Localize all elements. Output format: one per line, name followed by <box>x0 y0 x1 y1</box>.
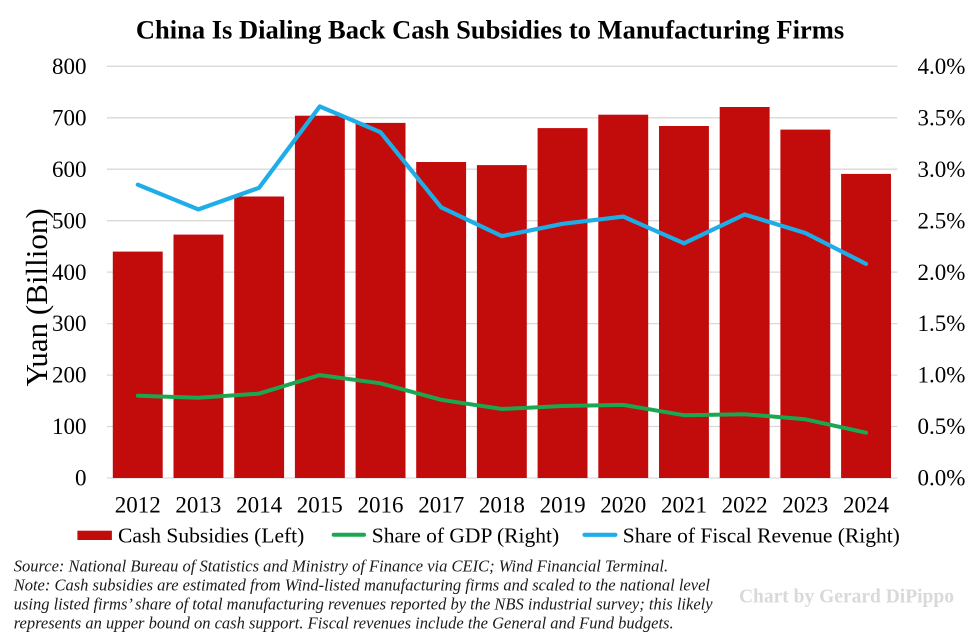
svg-text:2014: 2014 <box>236 492 283 517</box>
svg-text:0.0%: 0.0% <box>918 466 966 491</box>
svg-text:2019: 2019 <box>540 492 586 517</box>
svg-text:300: 300 <box>52 311 87 336</box>
svg-text:2023: 2023 <box>782 492 828 517</box>
svg-text:Cash Subsidies (Left): Cash Subsidies (Left) <box>118 524 304 548</box>
svg-text:2012: 2012 <box>115 492 161 517</box>
svg-text:2021: 2021 <box>661 492 707 517</box>
svg-text:100: 100 <box>52 414 87 439</box>
svg-text:2024: 2024 <box>843 492 890 517</box>
svg-text:600: 600 <box>52 157 87 182</box>
svg-text:4.0%: 4.0% <box>918 54 966 79</box>
svg-text:Note: Cash subsidies are estim: Note: Cash subsidies are estimated from … <box>13 576 711 595</box>
svg-text:3.0%: 3.0% <box>918 157 966 182</box>
svg-text:400: 400 <box>52 260 87 285</box>
svg-text:700: 700 <box>52 105 87 130</box>
svg-text:0: 0 <box>75 466 87 491</box>
svg-text:800: 800 <box>52 54 87 79</box>
svg-text:200: 200 <box>52 363 87 388</box>
svg-text:0.5%: 0.5% <box>918 414 966 439</box>
svg-text:2017: 2017 <box>418 492 464 517</box>
svg-text:Share of GDP (Right): Share of GDP (Right) <box>372 524 559 548</box>
svg-text:500: 500 <box>52 208 87 233</box>
svg-text:2015: 2015 <box>297 492 343 517</box>
svg-text:2013: 2013 <box>175 492 221 517</box>
svg-text:Source: National Bureau of Sta: Source: National Bureau of Statistics an… <box>14 557 668 576</box>
svg-text:1.0%: 1.0% <box>918 363 966 388</box>
svg-text:Chart by Gerard DiPippo: Chart by Gerard DiPippo <box>739 586 954 607</box>
svg-text:2022: 2022 <box>722 492 768 517</box>
svg-text:1.5%: 1.5% <box>918 311 966 336</box>
svg-text:represents an upper bound on c: represents an upper bound on cash suppor… <box>14 613 674 632</box>
svg-text:2018: 2018 <box>479 492 525 517</box>
svg-text:2.0%: 2.0% <box>918 260 966 285</box>
svg-text:2020: 2020 <box>600 492 646 517</box>
svg-text:Share of Fiscal Revenue (Right: Share of Fiscal Revenue (Right) <box>623 524 900 548</box>
svg-text:2.5%: 2.5% <box>918 208 966 233</box>
svg-text:Yuan (Billion): Yuan (Billion) <box>19 208 54 386</box>
svg-text:2016: 2016 <box>358 492 404 517</box>
svg-text:using listed firms’ share of t: using listed firms’ share of total manuf… <box>14 595 714 614</box>
svg-text:3.5%: 3.5% <box>918 105 966 130</box>
svg-text:China Is Dialing Back Cash Sub: China Is Dialing Back Cash Subsidies to … <box>136 14 844 44</box>
